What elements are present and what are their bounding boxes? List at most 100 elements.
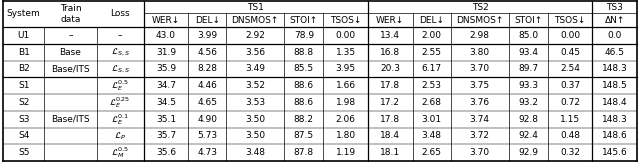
Text: 2.00: 2.00 — [422, 31, 442, 40]
Text: TS2: TS2 — [472, 3, 488, 12]
Text: 92.8: 92.8 — [518, 115, 538, 124]
Text: 4.65: 4.65 — [197, 98, 217, 107]
Text: 148.3: 148.3 — [602, 64, 628, 73]
Text: 2.68: 2.68 — [422, 98, 442, 107]
Text: 4.46: 4.46 — [197, 81, 217, 90]
Text: 3.49: 3.49 — [245, 64, 265, 73]
Text: 0.00: 0.00 — [560, 31, 580, 40]
Text: $\mathcal{L}_{M}^{0.5}$: $\mathcal{L}_{M}^{0.5}$ — [111, 145, 129, 160]
Text: 1.19: 1.19 — [335, 148, 356, 157]
Text: 92.9: 92.9 — [518, 148, 538, 157]
Text: 0.72: 0.72 — [560, 98, 580, 107]
Text: 89.7: 89.7 — [518, 64, 538, 73]
Text: 88.6: 88.6 — [294, 81, 314, 90]
Text: 35.7: 35.7 — [156, 131, 176, 140]
Text: 3.76: 3.76 — [470, 98, 490, 107]
Text: DNSMOS↑: DNSMOS↑ — [232, 16, 279, 25]
Text: 3.72: 3.72 — [470, 131, 490, 140]
Text: 3.70: 3.70 — [470, 148, 490, 157]
Text: Loss: Loss — [110, 10, 130, 18]
Text: 0.32: 0.32 — [560, 148, 580, 157]
Text: 5.73: 5.73 — [197, 131, 218, 140]
Text: 4.90: 4.90 — [197, 115, 217, 124]
Text: S5: S5 — [18, 148, 29, 157]
Text: 88.2: 88.2 — [294, 115, 314, 124]
Text: 0.45: 0.45 — [560, 48, 580, 57]
Text: WER↓: WER↓ — [152, 16, 180, 25]
Text: 3.80: 3.80 — [470, 48, 490, 57]
Text: 3.56: 3.56 — [245, 48, 266, 57]
Text: 88.6: 88.6 — [294, 98, 314, 107]
Text: 85.0: 85.0 — [518, 31, 538, 40]
Text: $\mathcal{L}_{S,S}$: $\mathcal{L}_{S,S}$ — [111, 46, 130, 58]
Text: STOI↑: STOI↑ — [514, 16, 542, 25]
Text: 3.70: 3.70 — [470, 64, 490, 73]
Text: Train
data: Train data — [60, 4, 81, 24]
Text: 3.74: 3.74 — [470, 115, 490, 124]
Text: System: System — [7, 10, 40, 18]
Text: 0.37: 0.37 — [560, 81, 580, 90]
Text: 3.95: 3.95 — [335, 64, 356, 73]
Text: 31.9: 31.9 — [156, 48, 176, 57]
Text: 2.92: 2.92 — [245, 31, 265, 40]
Text: 3.48: 3.48 — [422, 131, 442, 140]
Text: –: – — [118, 31, 122, 40]
Text: S4: S4 — [18, 131, 29, 140]
Text: 3.53: 3.53 — [245, 98, 266, 107]
Text: 93.3: 93.3 — [518, 81, 538, 90]
Text: 3.52: 3.52 — [245, 81, 265, 90]
Text: Base/ITS: Base/ITS — [51, 115, 90, 124]
Text: TSOS↓: TSOS↓ — [330, 16, 362, 25]
Text: 93.4: 93.4 — [518, 48, 538, 57]
Text: 88.8: 88.8 — [294, 48, 314, 57]
Text: S3: S3 — [18, 115, 29, 124]
Text: 148.4: 148.4 — [602, 98, 627, 107]
Text: 93.2: 93.2 — [518, 98, 538, 107]
Text: 2.06: 2.06 — [335, 115, 356, 124]
Text: S1: S1 — [18, 81, 29, 90]
Text: 35.9: 35.9 — [156, 64, 176, 73]
Text: 3.50: 3.50 — [245, 131, 266, 140]
Text: ΔN↑: ΔN↑ — [605, 16, 625, 25]
Text: 43.0: 43.0 — [156, 31, 176, 40]
Text: 6.17: 6.17 — [422, 64, 442, 73]
Text: B1: B1 — [18, 48, 29, 57]
Text: 35.6: 35.6 — [156, 148, 176, 157]
Text: 1.15: 1.15 — [560, 115, 580, 124]
Text: 92.4: 92.4 — [518, 131, 538, 140]
Text: 0.0: 0.0 — [607, 31, 622, 40]
Text: $\mathcal{L}_{S,S}$: $\mathcal{L}_{S,S}$ — [111, 63, 130, 75]
Text: 18.4: 18.4 — [380, 131, 401, 140]
Text: 16.8: 16.8 — [380, 48, 401, 57]
Text: 2.98: 2.98 — [470, 31, 490, 40]
Text: 8.28: 8.28 — [197, 64, 217, 73]
Text: 1.98: 1.98 — [335, 98, 356, 107]
Text: $\mathcal{L}_{P}$: $\mathcal{L}_{P}$ — [114, 130, 126, 142]
Text: 1.66: 1.66 — [335, 81, 356, 90]
Text: TSOS↓: TSOS↓ — [554, 16, 586, 25]
Text: 148.3: 148.3 — [602, 115, 628, 124]
Text: 4.56: 4.56 — [197, 48, 217, 57]
Text: B2: B2 — [18, 64, 29, 73]
Text: 35.1: 35.1 — [156, 115, 176, 124]
Text: $\mathcal{L}_{E}^{0.1}$: $\mathcal{L}_{E}^{0.1}$ — [111, 112, 129, 127]
Text: 2.54: 2.54 — [560, 64, 580, 73]
Text: 0.00: 0.00 — [335, 31, 356, 40]
Text: 78.9: 78.9 — [294, 31, 314, 40]
Text: 87.8: 87.8 — [294, 148, 314, 157]
Text: 17.8: 17.8 — [380, 115, 401, 124]
Text: 3.50: 3.50 — [245, 115, 266, 124]
Text: Base/ITS: Base/ITS — [51, 64, 90, 73]
Text: 2.65: 2.65 — [422, 148, 442, 157]
Text: 3.48: 3.48 — [245, 148, 265, 157]
Text: 17.8: 17.8 — [380, 81, 401, 90]
Text: 3.99: 3.99 — [197, 31, 218, 40]
Text: 17.2: 17.2 — [380, 98, 401, 107]
Text: 34.7: 34.7 — [156, 81, 176, 90]
Text: WER↓: WER↓ — [376, 16, 404, 25]
Text: 0.48: 0.48 — [560, 131, 580, 140]
Text: 145.6: 145.6 — [602, 148, 628, 157]
Text: 46.5: 46.5 — [605, 48, 625, 57]
Text: TS1: TS1 — [248, 3, 264, 12]
Text: –: – — [68, 31, 73, 40]
